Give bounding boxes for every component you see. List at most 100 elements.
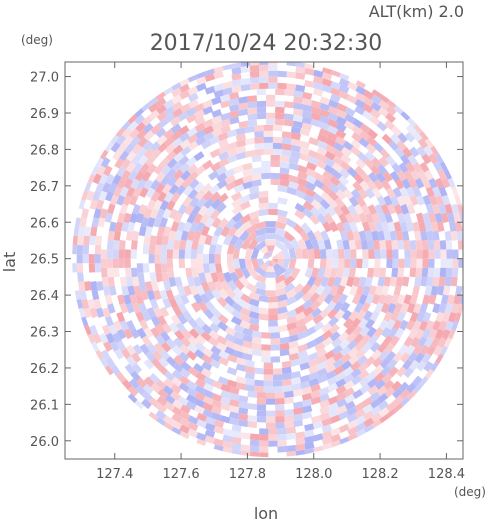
field-cell	[268, 308, 279, 315]
field-cell	[138, 154, 149, 166]
field-cell	[127, 170, 138, 181]
field-cell	[410, 336, 421, 348]
field-cell	[272, 386, 283, 393]
field-cell	[299, 140, 311, 149]
field-cell	[370, 405, 382, 416]
field-cell	[78, 307, 86, 318]
field-cell	[316, 153, 328, 163]
field-cell	[301, 291, 313, 303]
field-cell	[373, 239, 381, 250]
field-cell	[281, 131, 292, 139]
field-cell	[365, 212, 375, 224]
field-cell	[213, 89, 225, 98]
field-cell	[449, 221, 457, 232]
field-cell	[348, 196, 360, 208]
field-cell	[321, 184, 333, 195]
field-cell	[141, 398, 152, 410]
field-cell	[332, 351, 344, 362]
field-cell	[400, 111, 411, 121]
field-cell	[390, 294, 400, 305]
field-cell	[107, 276, 115, 287]
field-cell	[164, 370, 175, 382]
field-cell	[202, 99, 214, 109]
field-cell	[73, 226, 80, 237]
field-cell	[299, 153, 310, 162]
field-cell	[344, 249, 351, 259]
field-cell	[103, 285, 111, 296]
y-axis-title: lat	[0, 252, 19, 273]
field-cell	[194, 122, 206, 133]
field-cell	[138, 204, 148, 215]
field-cell	[164, 105, 175, 116]
field-cell	[209, 209, 221, 221]
field-cell	[270, 172, 281, 180]
field-cell	[179, 132, 190, 143]
y-tick-label: 26.9	[30, 107, 59, 122]
field-cell	[395, 230, 404, 241]
field-cell	[295, 318, 307, 328]
field-cell	[363, 417, 375, 428]
field-cell	[272, 124, 283, 132]
field-cell	[231, 73, 242, 81]
field-cell	[100, 258, 107, 268]
field-cell	[304, 429, 315, 438]
field-cell	[295, 62, 306, 68]
field-cell	[238, 258, 247, 270]
field-cell	[130, 370, 141, 382]
field-cell	[229, 392, 240, 401]
field-cell	[384, 119, 396, 131]
field-cell	[187, 335, 199, 347]
field-cell	[209, 315, 221, 326]
field-cell	[284, 409, 294, 417]
field-cell	[204, 300, 216, 312]
field-cell	[355, 428, 366, 438]
field-cell	[286, 83, 297, 91]
field-cell	[311, 267, 320, 279]
field-cell	[423, 361, 434, 372]
field-cell	[324, 293, 335, 305]
field-cell	[360, 172, 372, 184]
field-cell	[371, 419, 382, 429]
field-cell	[198, 272, 207, 283]
field-cell	[248, 304, 260, 314]
field-cell	[409, 267, 417, 278]
field-cell	[130, 352, 142, 364]
field-cell	[211, 289, 222, 301]
field-cell	[369, 310, 380, 322]
field-cell	[389, 170, 400, 182]
field-cell	[413, 383, 423, 394]
field-cell	[263, 386, 273, 393]
field-cell	[393, 221, 402, 232]
field-cell	[191, 239, 199, 250]
field-cell	[277, 312, 288, 321]
field-cell	[142, 263, 150, 273]
field-cell	[426, 276, 434, 287]
field-cell	[132, 203, 141, 215]
field-cell	[242, 174, 253, 184]
field-cell	[190, 258, 198, 269]
field-cell	[319, 399, 330, 409]
field-cell	[196, 197, 207, 209]
field-cell	[233, 337, 245, 347]
field-cell	[383, 379, 395, 391]
field-cell	[113, 186, 123, 197]
field-cell	[112, 332, 122, 344]
field-cell	[92, 173, 102, 185]
field-cell	[259, 440, 269, 447]
field-cell	[284, 113, 294, 121]
field-cell	[143, 327, 154, 339]
field-cell	[321, 418, 332, 427]
field-cell	[381, 327, 392, 338]
field-cell	[238, 407, 249, 415]
field-cell	[229, 386, 240, 395]
field-cell	[240, 444, 251, 452]
field-cell	[310, 206, 322, 218]
field-cell	[438, 303, 447, 314]
field-cell	[259, 64, 269, 71]
field-cell	[277, 209, 288, 218]
field-cell	[293, 108, 304, 117]
field-cell	[216, 335, 228, 346]
field-cell	[210, 234, 220, 246]
field-cell	[104, 315, 114, 327]
field-cell	[210, 161, 222, 172]
